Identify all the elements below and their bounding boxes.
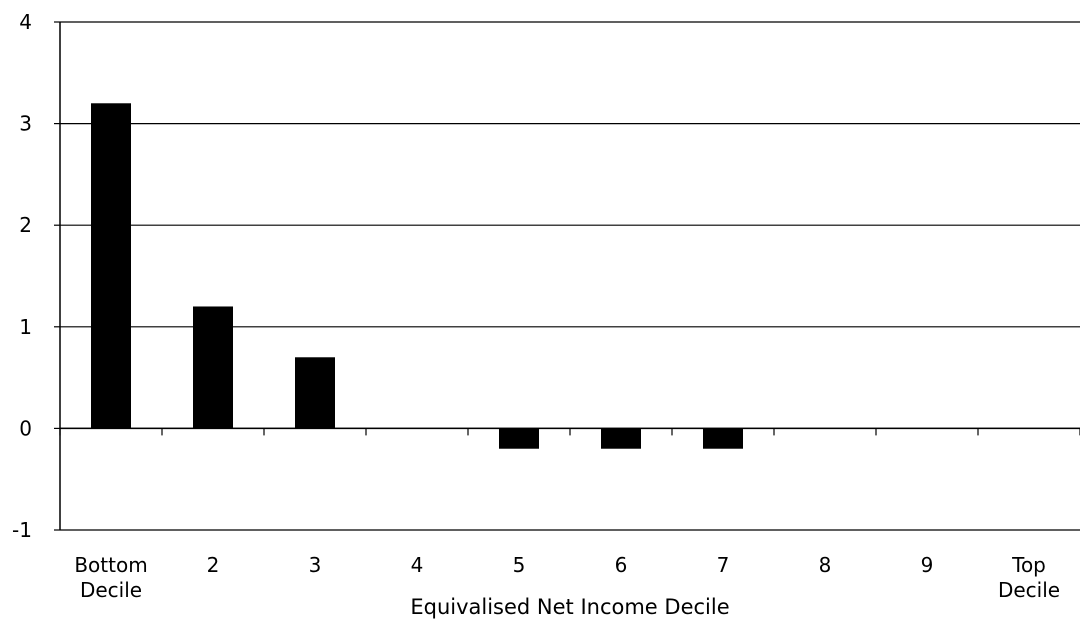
bar — [601, 428, 641, 449]
y-axis-ticks: 4 3 2 1 0 -1 — [12, 10, 60, 542]
x-tick-label: Bottom Decile — [74, 553, 147, 602]
y-tick-label: 2 — [19, 213, 32, 237]
x-tick-label: 2 — [207, 553, 220, 577]
bar — [499, 428, 539, 449]
x-tick-label-line: 9 — [921, 553, 934, 577]
x-tick-label: 3 — [309, 553, 322, 577]
x-tick-label-line: 8 — [819, 553, 832, 577]
y-tick-label: 3 — [19, 112, 32, 136]
bar — [295, 357, 335, 429]
y-tick-label: 0 — [19, 416, 32, 440]
x-tick-label-line: Top — [1011, 553, 1046, 577]
bar — [193, 306, 233, 429]
x-tick-label-line: 6 — [615, 553, 628, 577]
y-tick-label: 1 — [19, 315, 32, 339]
x-tick-label: 7 — [717, 553, 730, 577]
bar — [91, 103, 131, 429]
x-tick-label-line: 3 — [309, 553, 322, 577]
x-tick-label-line: 7 — [717, 553, 730, 577]
x-tick-label: Top Decile — [998, 553, 1060, 602]
x-tick-label-line: 5 — [513, 553, 526, 577]
x-tick-label-line: 4 — [411, 553, 424, 577]
x-tick-label: 9 — [921, 553, 934, 577]
gridlines — [60, 21, 1080, 531]
x-tick-label-line: Decile — [80, 578, 142, 602]
x-tick-label-line: 2 — [207, 553, 220, 577]
x-tick-label: 8 — [819, 553, 832, 577]
x-tick-label: 6 — [615, 553, 628, 577]
y-tick-label: 4 — [19, 10, 32, 34]
bars — [91, 103, 743, 449]
bar — [703, 428, 743, 449]
x-tick-label-line: Bottom — [74, 553, 147, 577]
x-tick-label-line: Decile — [998, 578, 1060, 602]
y-tick-label: -1 — [12, 518, 32, 542]
x-axis-title: Equivalised Net Income Decile — [410, 595, 729, 619]
x-tick-label: 5 — [513, 553, 526, 577]
x-tick-label: 4 — [411, 553, 424, 577]
